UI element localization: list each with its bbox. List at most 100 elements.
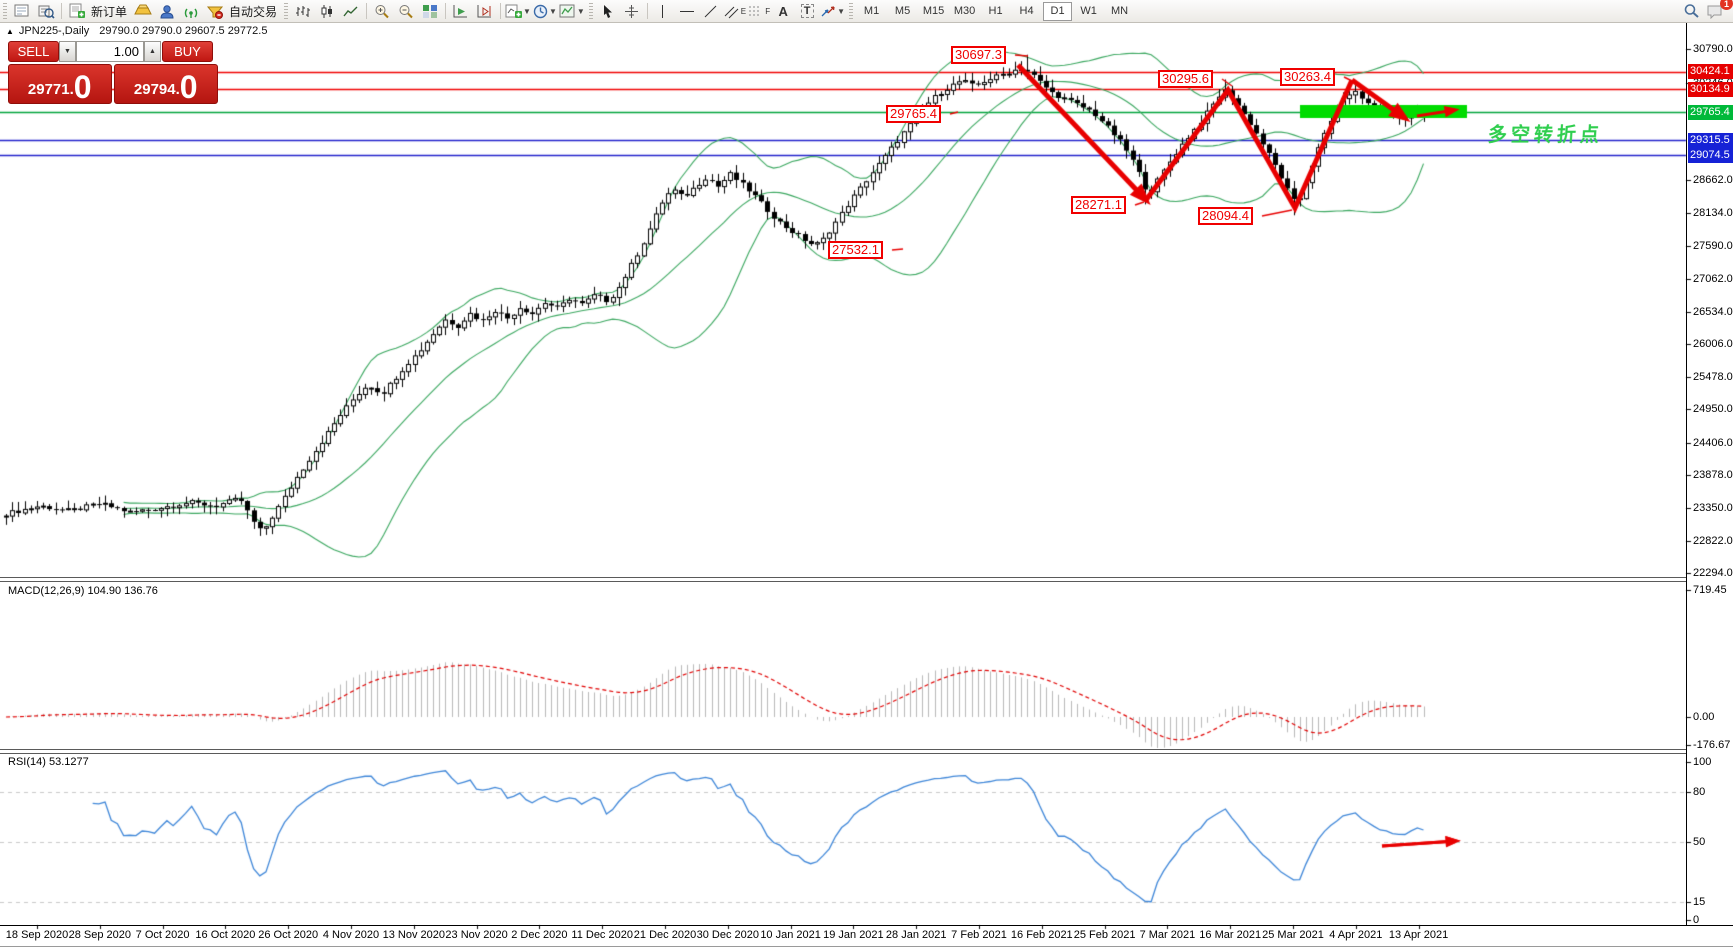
timeframe-button-m1[interactable]: M1 — [863, 5, 880, 17]
notifications-icon[interactable]: 1 — [1703, 0, 1733, 21]
timeframe-button-m30[interactable]: M30 — [953, 5, 976, 17]
autotrade-label[interactable]: 自动交易 — [229, 4, 278, 19]
label-tool[interactable]: T — [795, 1, 819, 21]
chart-shift-icon[interactable] — [473, 1, 497, 21]
zoom-out-icon[interactable] — [394, 1, 418, 21]
price-axis-tick: 28662.0 — [1693, 174, 1733, 186]
timeframe-button-m5[interactable]: M5 — [894, 5, 911, 17]
bid-price-big-digit: 0 — [73, 69, 92, 105]
macd-axis-tick: -176.67 — [1693, 739, 1731, 751]
chevron-down-icon: ▼ — [576, 6, 585, 16]
crosshair-tool[interactable] — [620, 1, 644, 21]
sell-button[interactable]: SELL — [8, 41, 59, 62]
label-tool-letter: T — [800, 4, 814, 18]
price-callout[interactable]: 29765.4 — [886, 105, 941, 123]
price-axis-tick: 27062.0 — [1693, 273, 1733, 285]
tile-windows-icon[interactable] — [418, 1, 442, 21]
line-chart-icon[interactable] — [339, 1, 363, 21]
date-axis-label: 26 Oct 2020 — [258, 929, 319, 941]
pane-divider[interactable] — [0, 577, 1686, 578]
pane-divider[interactable] — [0, 753, 1686, 754]
rsi-axis-tick: 15 — [1693, 896, 1706, 908]
channel-letter: E — [740, 6, 747, 16]
annotation-text[interactable]: 多空转折点 — [1487, 125, 1604, 146]
price-level-badge: 29074.5 — [1688, 148, 1733, 163]
price-axis-tick: 30790.0 — [1693, 43, 1733, 55]
macd-axis-tick: 719.45 — [1693, 584, 1727, 596]
new-order-button[interactable] — [65, 1, 89, 21]
timeframe-button-h4[interactable]: H4 — [1019, 5, 1034, 17]
date-axis-label: 25 Feb 2021 — [1073, 929, 1136, 941]
price-callout[interactable]: 30295.6 — [1158, 70, 1213, 88]
volume-down-button[interactable]: ▼ — [59, 41, 76, 62]
buy-button[interactable]: BUY — [162, 41, 213, 62]
date-axis-label: 25 Mar 2021 — [1262, 929, 1324, 941]
profiles-icon[interactable]: ▼ — [532, 1, 558, 21]
shapes-tool[interactable]: ▼ — [819, 1, 846, 21]
ask-price-button[interactable]: 29794. 0 — [113, 64, 218, 105]
fibonacci-tool[interactable]: F — [747, 1, 771, 21]
date-axis-label: 13 Apr 2021 — [1388, 929, 1449, 941]
vertical-line-tool[interactable] — [651, 1, 675, 21]
main-toolbar: 新订单 自动交易 ▼ ▼ ▼ E F A T ▼ M1 M5 M — [0, 0, 1733, 23]
timeframe-button-h1[interactable]: H1 — [988, 5, 1003, 17]
date-axis-label: 30 Dec 2020 — [696, 929, 759, 941]
price-axis-tick: 22294.0 — [1693, 567, 1733, 579]
date-axis-label: 4 Apr 2021 — [1329, 929, 1383, 941]
community-icon[interactable] — [155, 1, 179, 21]
price-callout[interactable]: 30263.4 — [1280, 68, 1335, 86]
search-icon[interactable] — [1679, 1, 1703, 21]
price-callout[interactable]: 28094.4 — [1198, 207, 1253, 225]
price-axis-tick: 26534.0 — [1693, 306, 1733, 318]
chart-title-bar: ▲ JPN225-,Daily 29790.0 29790.0 29607.5 29… — [6, 25, 267, 37]
timeframe-button-w1[interactable]: W1 — [1080, 5, 1097, 17]
bar-chart-icon[interactable] — [291, 1, 315, 21]
one-click-trading-panel: SELL ▼ ▲ BUY 29771.0 29794.0 — [8, 41, 218, 104]
price-level-badge: 29315.5 — [1688, 133, 1733, 148]
market-watch-icon[interactable] — [10, 1, 34, 21]
volume-input[interactable] — [76, 41, 144, 62]
zoom-in-icon[interactable] — [370, 1, 394, 21]
toolbar-grip — [3, 3, 7, 19]
data-window-icon[interactable] — [34, 1, 58, 21]
timeframe-button-d1[interactable]: D1 — [1043, 1, 1073, 21]
separator — [646, 3, 648, 19]
price-axis-tick: 24406.0 — [1693, 437, 1733, 449]
auto-scroll-icon[interactable] — [449, 1, 473, 21]
separator — [366, 3, 368, 19]
price-axis-tick: 27590.0 — [1693, 240, 1733, 252]
price-callout[interactable]: 30697.3 — [951, 46, 1006, 64]
macd-axis-tick: 0.00 — [1693, 711, 1715, 723]
chevron-down-icon: ▼ — [837, 6, 846, 16]
autotrade-icon[interactable] — [203, 1, 227, 21]
price-callout[interactable]: 27532.1 — [828, 241, 883, 259]
channel-tool[interactable]: E — [723, 1, 747, 21]
date-axis-label: 21 Dec 2020 — [633, 929, 697, 941]
bid-price-button[interactable]: 29771. 0 — [8, 64, 112, 104]
date-axis-label: 28 Jan 2021 — [885, 929, 947, 941]
collapse-triangle-icon[interactable]: ▲ — [6, 27, 14, 36]
price-axis-tick: 23350.0 — [1693, 502, 1733, 514]
cursor-tool[interactable] — [596, 1, 620, 21]
timeframe-button-mn[interactable]: MN — [1111, 5, 1129, 17]
signals-icon[interactable] — [179, 1, 203, 21]
pane-divider[interactable] — [0, 581, 1686, 582]
toolbar-grip — [849, 3, 854, 19]
new-order-label[interactable]: 新订单 — [91, 4, 128, 19]
timeframe-button-m15[interactable]: M15 — [922, 5, 945, 17]
candlestick-icon[interactable] — [315, 1, 339, 21]
horizontal-line-tool[interactable] — [675, 1, 699, 21]
pane-divider[interactable] — [0, 749, 1686, 750]
deposit-icon[interactable] — [131, 1, 155, 21]
date-axis-label: 16 Oct 2020 — [195, 929, 256, 941]
date-axis-label: 16 Feb 2021 — [1010, 929, 1073, 941]
volume-up-button[interactable]: ▲ — [144, 41, 161, 62]
text-tool[interactable]: A — [771, 1, 795, 21]
price-callout[interactable]: 28271.1 — [1071, 196, 1126, 214]
date-axis-border — [0, 925, 1733, 926]
template-icon[interactable]: ▼ — [558, 1, 586, 21]
new-chart-button[interactable]: ▼ — [504, 1, 532, 21]
trendline-tool[interactable] — [699, 1, 723, 21]
ask-price-big-digit: 0 — [179, 69, 198, 105]
